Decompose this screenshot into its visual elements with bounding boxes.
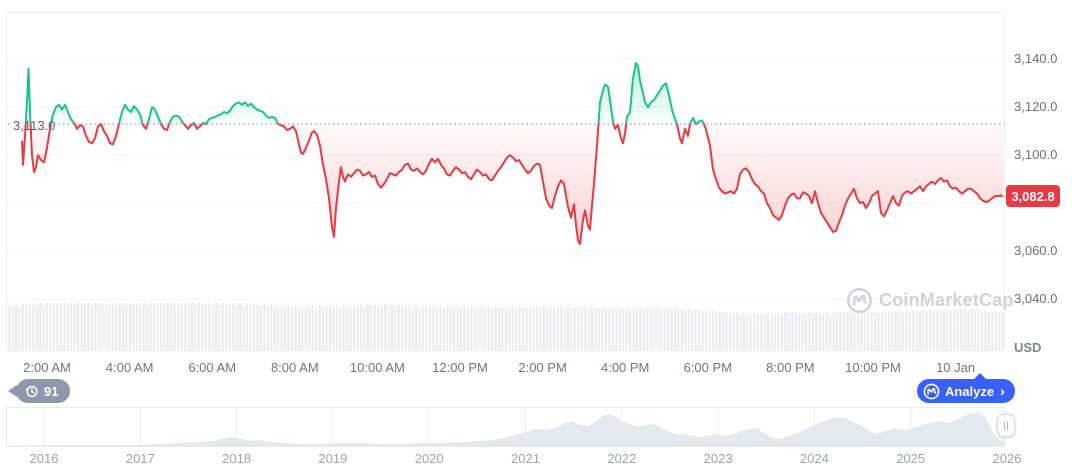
chevron-right-icon: › (1000, 383, 1005, 399)
x-axis-time-label: 4:00 PM (600, 360, 650, 375)
y-axis-tick-label: 3,100.0 (1014, 147, 1058, 163)
x-axis-time-label: 12:00 PM (432, 360, 488, 375)
x-axis-time-label: 8:00 PM (766, 360, 815, 375)
x-axis-time-label: 8:00 AM (270, 360, 319, 375)
navigator-year-label: 2019 (318, 451, 348, 466)
x-axis-time-label: 2:00 PM (518, 360, 567, 375)
x-axis-time-label: 6:00 PM (683, 360, 733, 375)
history-count-badge[interactable]: 91 (16, 379, 71, 403)
last-price-badge: 3,082.8 (1006, 185, 1060, 207)
analyze-button[interactable]: Analyze › (917, 373, 1015, 403)
navigator-year-label: 2025 (896, 451, 926, 466)
watermark-text: CoinMarketCap (879, 290, 1014, 310)
coinmarketcap-logo-icon (847, 288, 872, 313)
y-axis-tick-label: 3,060.0 (1014, 243, 1058, 259)
navigator-year-label: 2026 (992, 451, 1022, 466)
navigator-year-label: 2022 (607, 451, 637, 466)
navigator-year-label: 2023 (703, 451, 733, 466)
navigator-year-label: 2016 (29, 451, 59, 466)
navigator-year-label: 2020 (414, 451, 444, 466)
coinmarketcap-logo-icon (923, 383, 940, 399)
history-count: 91 (44, 383, 59, 399)
navigator-year-label: 2018 (222, 451, 252, 466)
watermark: CoinMarketCap (846, 287, 1014, 314)
timeline-scrubber-handle[interactable] (997, 414, 1015, 437)
analyze-label: Analyze (945, 383, 995, 399)
navigator-year-label: 2017 (125, 451, 155, 466)
y-axis-tick-label: 3,040.0 (1014, 291, 1058, 307)
x-axis-time-label: 10:00 AM (349, 360, 405, 375)
y-axis-tick-label: 3,140.0 (1014, 51, 1058, 67)
x-axis-time-label: 4:00 AM (105, 360, 154, 375)
x-axis-time-label: 6:00 AM (188, 360, 237, 375)
currency-label: USD (1014, 340, 1042, 355)
x-axis-time-label: 10:00 PM (845, 360, 901, 375)
x-axis-time-label: 10 Jan (936, 360, 976, 375)
navigator-year-label: 2021 (511, 451, 540, 466)
history-clock-icon (25, 385, 38, 397)
x-axis-time-label: 2:00 AM (23, 360, 71, 375)
y-axis-tick-label: 3,120.0 (1014, 99, 1058, 115)
baseline-price-label: 3,113.0 (13, 118, 56, 133)
navigator-year-label: 2024 (799, 451, 829, 466)
